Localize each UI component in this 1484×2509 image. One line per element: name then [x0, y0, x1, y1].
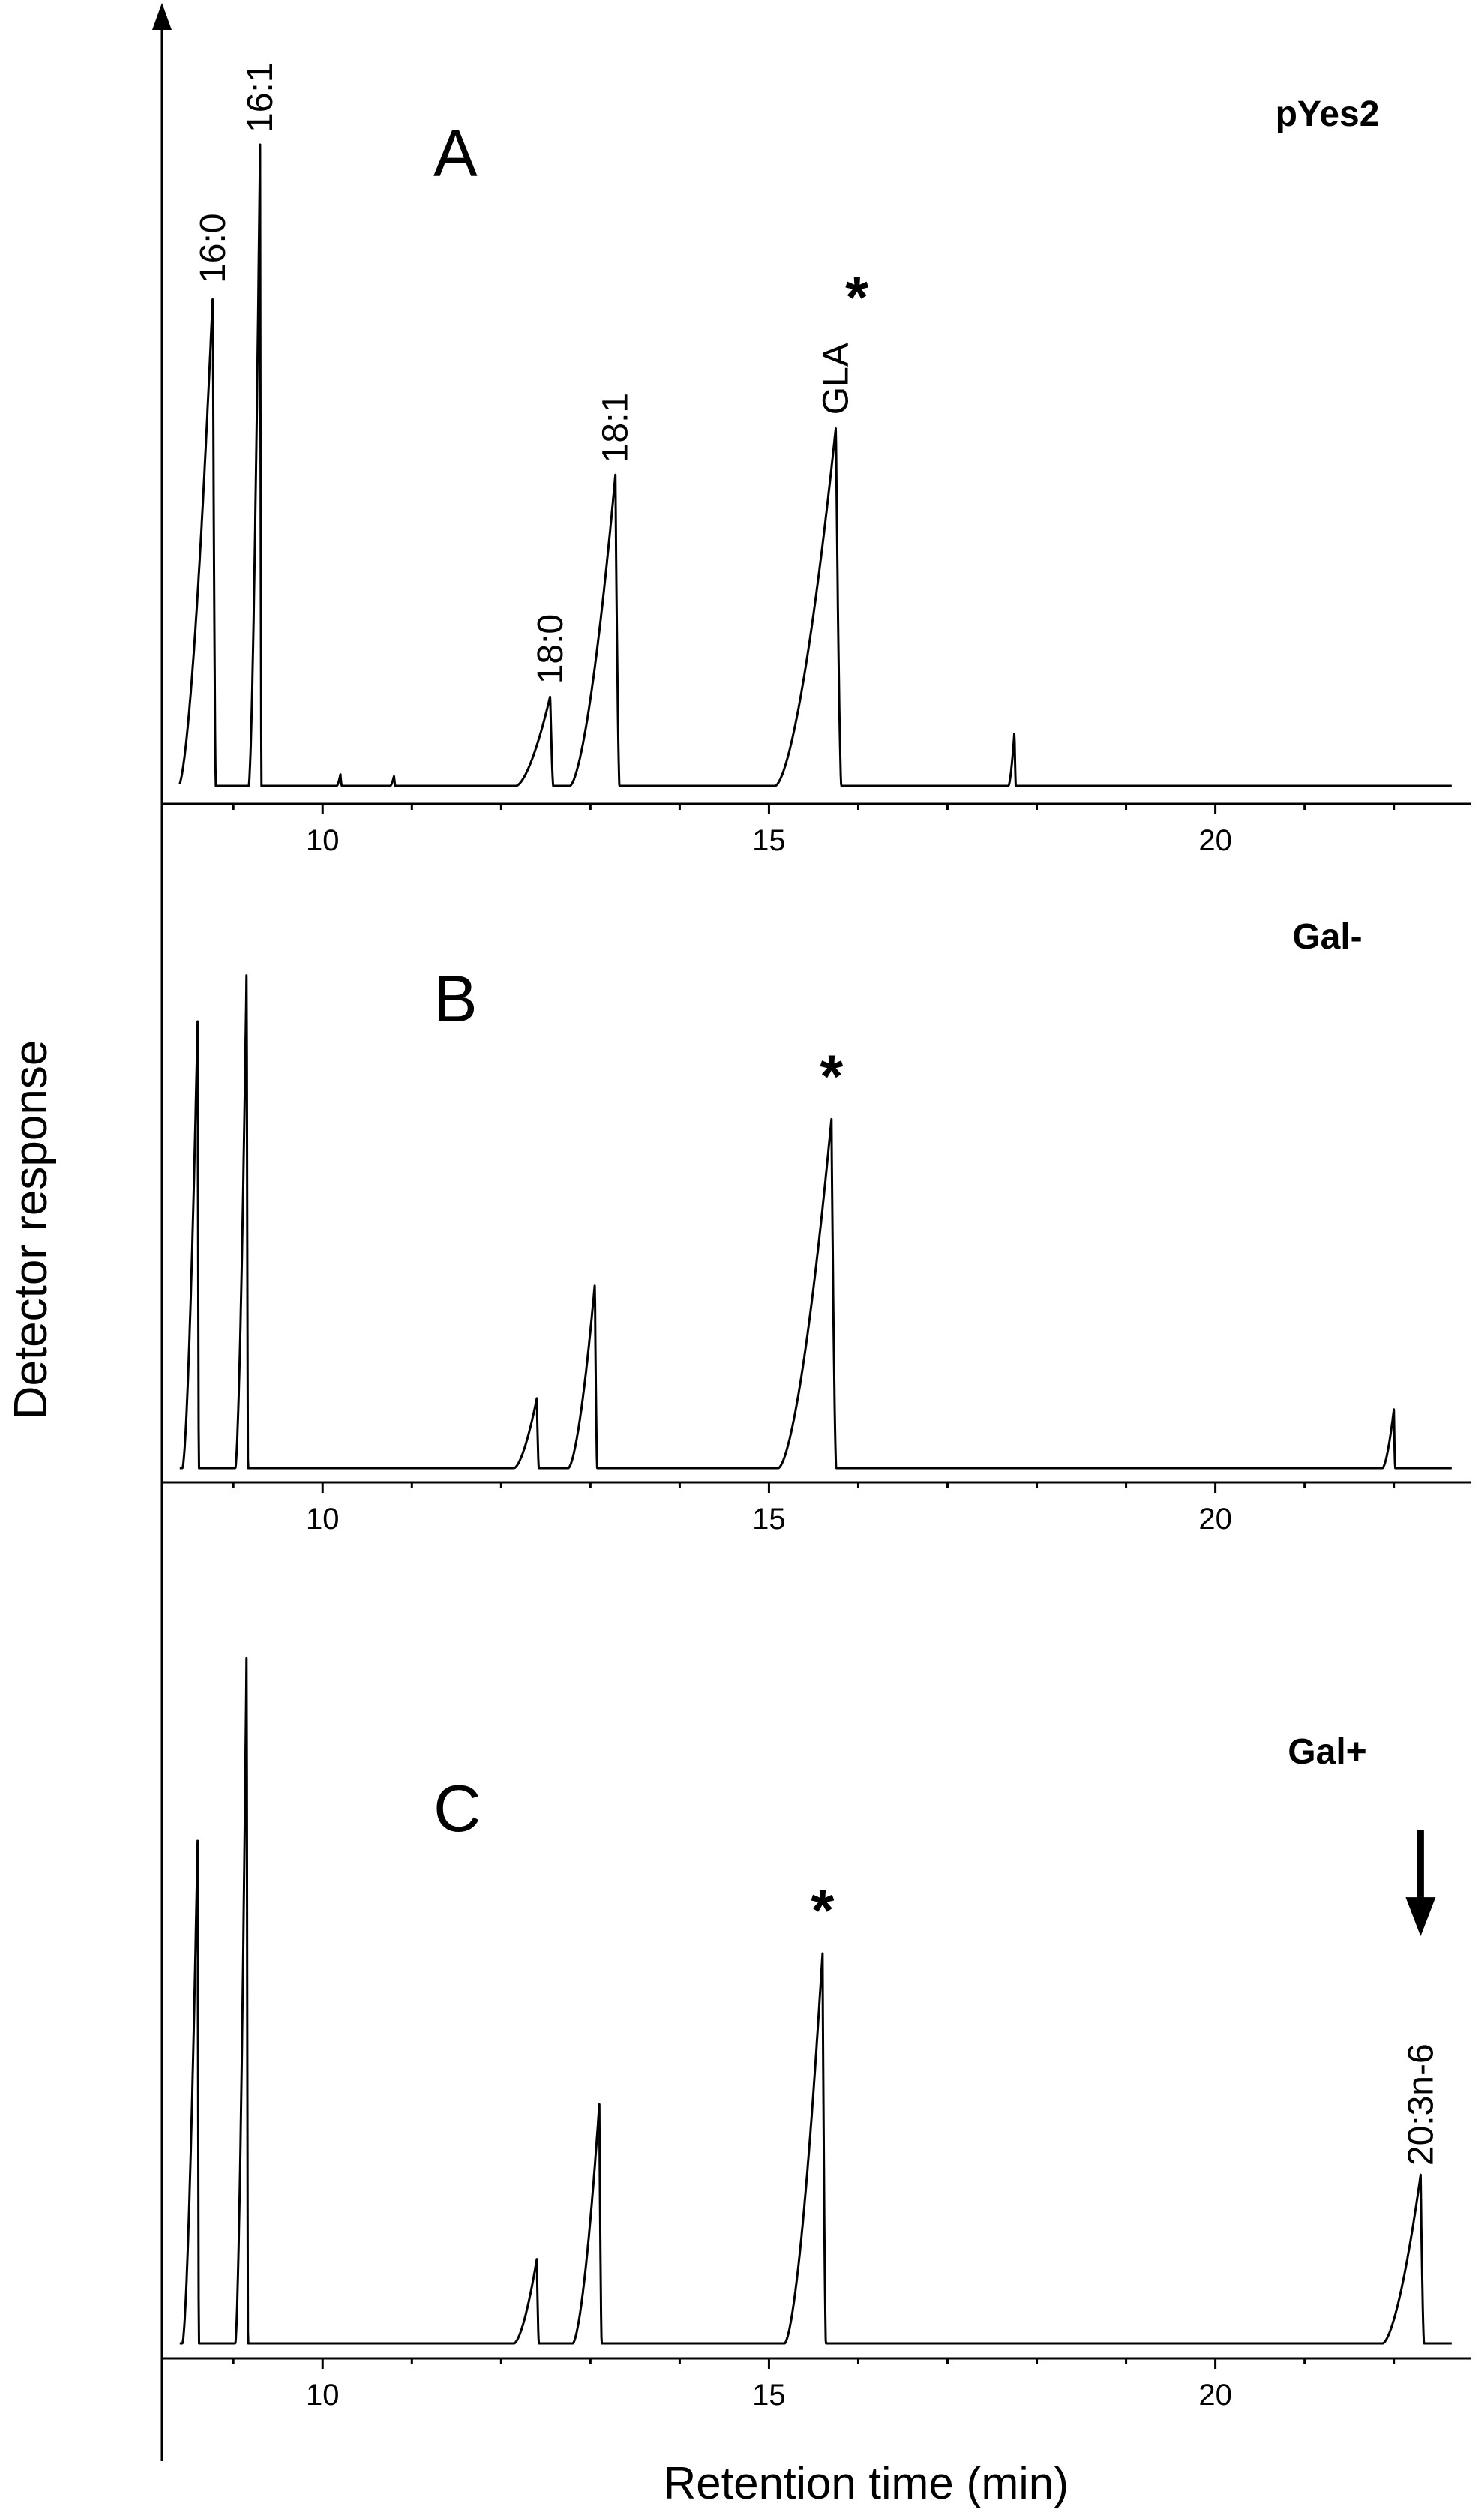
x-tick-label: 20 [1198, 2379, 1232, 2412]
panel-letter: C [433, 1771, 481, 1845]
trace-a [178, 143, 1453, 787]
panel-letter: A [433, 116, 478, 190]
x-tick-label: 15 [752, 824, 786, 857]
panel-name: pYes2 [1276, 94, 1380, 134]
panel-b: 10 15 20 B Gal- * [162, 917, 1471, 1536]
x-tick-label: 10 [306, 2379, 340, 2412]
trace-b [178, 974, 1453, 1470]
peak-marker-star: * [820, 1042, 844, 1109]
peak-label: 16:0 [193, 214, 233, 283]
arrow-down-icon [1405, 1897, 1436, 1937]
peak-label: 18:0 [531, 614, 571, 684]
x-tick-label: 15 [752, 1503, 786, 1536]
peak-marker-star: * [845, 264, 869, 331]
peak-label: GLA [817, 343, 856, 415]
peak-label: 18:1 [596, 393, 636, 463]
panel-name: Gal+ [1288, 1732, 1366, 1772]
x-tick-label: 10 [306, 824, 340, 857]
y-axis-arrowhead [152, 3, 172, 30]
peak-label: 20:3n-6 [1401, 2043, 1441, 2166]
panel-letter: B [433, 961, 478, 1036]
panel-c: 10 15 20 C Gal+ * 20:3n-6 [162, 1656, 1471, 2412]
x-tick-label: 20 [1198, 1503, 1232, 1536]
x-tick-label: 20 [1198, 824, 1232, 857]
peak-label: 16:1 [241, 63, 280, 133]
peak-marker-star: * [811, 1877, 835, 1944]
x-axis-label: Retention time (min) [664, 2458, 1069, 2508]
trace-c [178, 1656, 1453, 2345]
x-tick-label: 10 [306, 1503, 340, 1536]
panel-name: Gal- [1292, 917, 1362, 957]
y-axis-label: Detector response [5, 1040, 57, 1420]
x-tick-label: 15 [752, 2379, 786, 2412]
